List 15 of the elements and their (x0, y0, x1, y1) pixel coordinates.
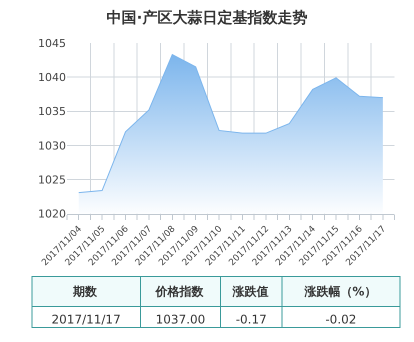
text: 涨跌幅（%） (303, 284, 376, 298)
y-tick-label: 1045 (38, 36, 66, 50)
y-tick-label: 1040 (38, 71, 66, 84)
y-tick-label: 1030 (38, 139, 66, 152)
text: 2017/11/17 (52, 312, 121, 326)
text: 期数 (72, 284, 98, 298)
text: -0.02 (325, 312, 356, 326)
y-tick-label: 1020 (38, 208, 66, 221)
y-tick-label: 1035 (38, 105, 66, 118)
chart-title: 中国·产区大蒜日定基指数走势 (106, 8, 308, 26)
text: -0.17 (236, 312, 267, 326)
y-tick-label: 1025 (38, 173, 66, 186)
text: 涨跌值 (232, 284, 269, 298)
text: 1037.00 (156, 312, 206, 326)
text: 价格指数 (154, 284, 204, 298)
